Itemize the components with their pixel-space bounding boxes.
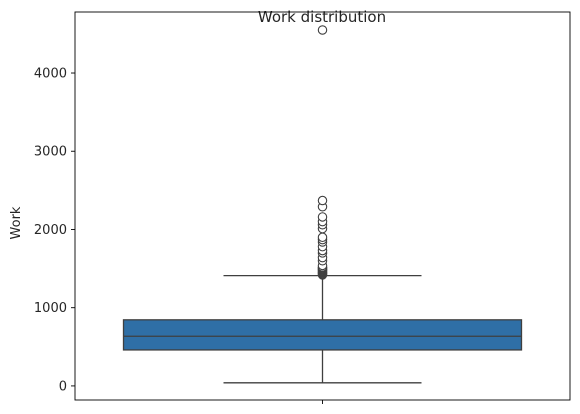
y-tick-label-3000: 3000 xyxy=(34,145,67,160)
chart-title: Work distribution xyxy=(258,8,386,26)
y-tick-label-1000: 1000 xyxy=(34,301,67,316)
outlier-point-23 xyxy=(317,212,328,222)
y-axis-label: Work xyxy=(9,206,24,239)
plot-frame xyxy=(74,11,571,401)
outlier-point-19 xyxy=(317,232,328,243)
outlier-point-26 xyxy=(317,25,328,35)
y-tick-label-4000: 4000 xyxy=(34,67,67,82)
iqr-box xyxy=(122,319,523,351)
y-tick-label-0: 0 xyxy=(59,379,67,394)
outlier-point-25 xyxy=(317,195,328,206)
plot-area: 0 1000 2000 3000 4000 xyxy=(34,25,523,404)
y-tick-label-2000: 2000 xyxy=(34,223,67,238)
